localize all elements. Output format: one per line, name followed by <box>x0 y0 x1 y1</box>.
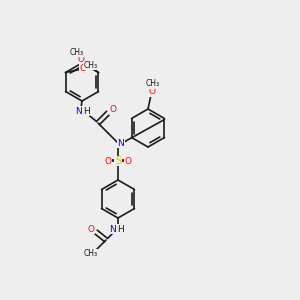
Text: S: S <box>115 156 121 166</box>
Text: N: N <box>110 224 116 233</box>
Text: CH₃: CH₃ <box>83 61 98 70</box>
Text: O: O <box>79 64 86 73</box>
Text: O: O <box>110 106 116 115</box>
Text: N: N <box>76 106 82 116</box>
Text: CH₃: CH₃ <box>146 80 160 88</box>
Text: O: O <box>148 88 155 97</box>
Text: H: H <box>82 106 89 116</box>
Text: N: N <box>118 139 124 148</box>
Text: O: O <box>88 224 94 233</box>
Text: H: H <box>118 224 124 233</box>
Text: O: O <box>78 55 85 64</box>
Text: CH₃: CH₃ <box>69 48 83 57</box>
Text: O: O <box>124 157 131 166</box>
Text: CH₃: CH₃ <box>84 250 98 259</box>
Text: O: O <box>104 157 112 166</box>
